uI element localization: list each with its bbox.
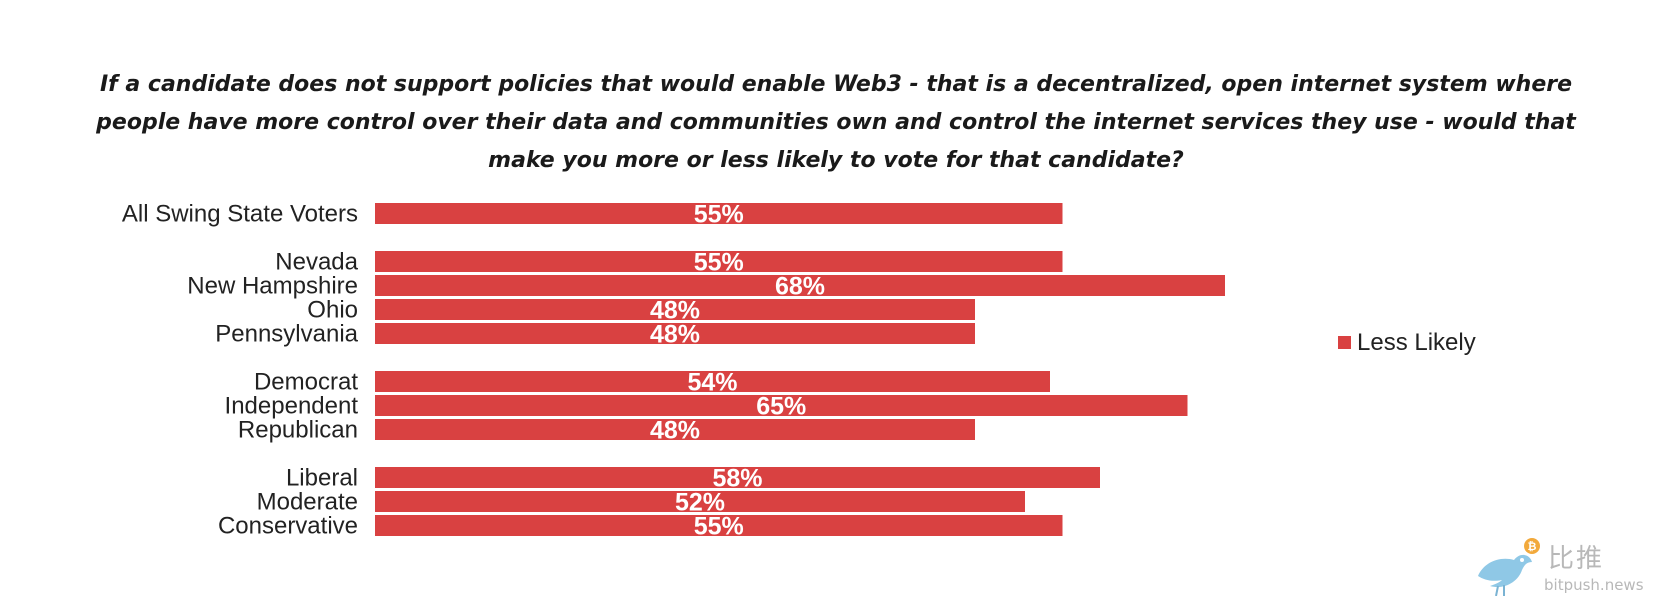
value-label-conservative: 55% bbox=[694, 513, 744, 541]
chart-title: If a candidate does not support policies… bbox=[96, 72, 1576, 173]
category-label-new-hampshire: New Hampshire bbox=[187, 273, 358, 300]
category-label-democrat: Democrat bbox=[254, 369, 358, 396]
bar-new-hampshire bbox=[375, 275, 1225, 296]
category-label-pennsylvania: Pennsylvania bbox=[215, 321, 358, 348]
bar-conservative bbox=[375, 515, 1063, 536]
value-label-ohio: 48% bbox=[650, 297, 700, 325]
bird-bitcoin-icon: ₿ bbox=[1478, 538, 1540, 596]
value-label-new-hampshire: 68% bbox=[775, 273, 825, 301]
watermark: ₿ 比推 bitpush.news bbox=[1470, 536, 1670, 600]
bar-republican bbox=[375, 419, 975, 440]
bar-liberal bbox=[375, 467, 1100, 488]
value-label-democrat: 54% bbox=[687, 369, 737, 397]
value-label-nevada: 55% bbox=[694, 249, 744, 277]
category-label-republican: Republican bbox=[238, 417, 358, 444]
category-label-moderate: Moderate bbox=[257, 489, 358, 516]
value-label-moderate: 52% bbox=[675, 489, 725, 517]
legend-swatch bbox=[1338, 336, 1351, 349]
value-label-all-swing-state-voters: 55% bbox=[694, 201, 744, 229]
value-label-independent: 65% bbox=[756, 393, 806, 421]
legend-label: Less Likely bbox=[1357, 329, 1476, 356]
bar-moderate bbox=[375, 491, 1025, 512]
category-label-conservative: Conservative bbox=[218, 513, 358, 540]
bar-democrat bbox=[375, 371, 1050, 392]
svg-text:₿: ₿ bbox=[1528, 540, 1537, 553]
category-label-liberal: Liberal bbox=[286, 465, 358, 492]
value-label-liberal: 58% bbox=[712, 465, 762, 493]
bar-ohio bbox=[375, 299, 975, 320]
value-label-republican: 48% bbox=[650, 417, 700, 445]
bars-layer: All Swing State Voters 55% Nevada 55% New Ha… bbox=[122, 201, 1225, 541]
category-label-all-swing-state-voters: All Swing State Voters bbox=[122, 201, 358, 228]
bar-all-swing-state-voters bbox=[375, 203, 1063, 224]
bar-independent bbox=[375, 395, 1188, 416]
watermark-brand: 比推 bbox=[1548, 544, 1605, 574]
value-label-pennsylvania: 48% bbox=[650, 321, 700, 349]
watermark-url: bitpush.news bbox=[1544, 576, 1644, 594]
category-label-independent: Independent bbox=[225, 393, 359, 420]
legend: Less Likely bbox=[1338, 329, 1476, 356]
bar-nevada bbox=[375, 251, 1063, 272]
category-label-ohio: Ohio bbox=[307, 297, 358, 324]
category-label-nevada: Nevada bbox=[275, 249, 358, 276]
bar-pennsylvania bbox=[375, 323, 975, 344]
